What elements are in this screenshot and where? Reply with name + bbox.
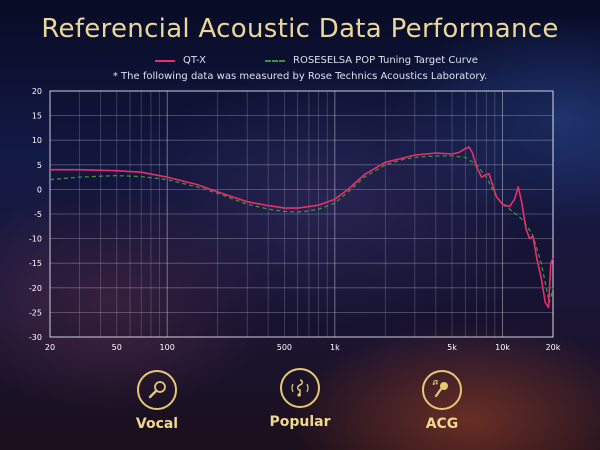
music-note-icon (280, 368, 320, 408)
y-tick-label: 5 (37, 161, 42, 170)
legend-label-target: ROSESELSA POP Tuning Target Curve (293, 55, 478, 66)
category-vocal[interactable]: Vocal (112, 370, 202, 432)
y-tick-label: 0 (37, 185, 42, 194)
x-tick-label: 10k (495, 343, 510, 352)
legend-swatch-target (265, 59, 285, 62)
series-line-qtx (50, 146, 554, 309)
y-tick-label: -20 (29, 284, 42, 293)
y-tick-label: 20 (32, 87, 42, 96)
category-acg[interactable]: ACG (397, 370, 487, 432)
category-label-vocal: Vocal (135, 416, 179, 432)
y-tick-label: 15 (32, 112, 42, 121)
x-tick-label: 50 (112, 343, 122, 352)
x-tick-label: 1k (330, 343, 340, 352)
legend-swatch-qtx (155, 59, 175, 62)
plot-border (49, 90, 554, 338)
singer-icon (422, 370, 462, 410)
y-tick-label: -15 (29, 259, 42, 268)
y-tick-label: -5 (34, 210, 42, 219)
legend-item-target: ROSESELSA POP Tuning Target Curve (265, 55, 478, 66)
legend-item-qtx: QT-X (155, 55, 206, 66)
category-label-popular: Popular (269, 414, 331, 430)
series-line-target (49, 155, 554, 304)
y-tick-label: -30 (29, 333, 42, 342)
legend-label-qtx: QT-X (183, 55, 207, 66)
plot-area (50, 91, 553, 337)
x-tick-label: 500 (277, 343, 292, 352)
y-tick-label: 10 (32, 136, 42, 145)
y-tick-label: -10 (29, 235, 42, 244)
x-tick-label: 20 (45, 343, 55, 352)
x-tick-label: 20k (546, 343, 561, 352)
measurement-note: * The following data was measured by Ros… (112, 71, 488, 82)
microphone-icon (137, 370, 177, 410)
y-tick-label: -25 (29, 308, 42, 317)
category-label-acg: ACG (425, 416, 459, 432)
x-tick-label: 100 (160, 343, 175, 352)
category-popular[interactable]: Popular (255, 368, 345, 430)
page-title: Referencial Acoustic Data Performance (41, 14, 559, 44)
x-tick-label: 5k (447, 343, 457, 352)
chart-legend: QT-X ROSESELSA POP Tuning Target Curve (0, 55, 600, 69)
